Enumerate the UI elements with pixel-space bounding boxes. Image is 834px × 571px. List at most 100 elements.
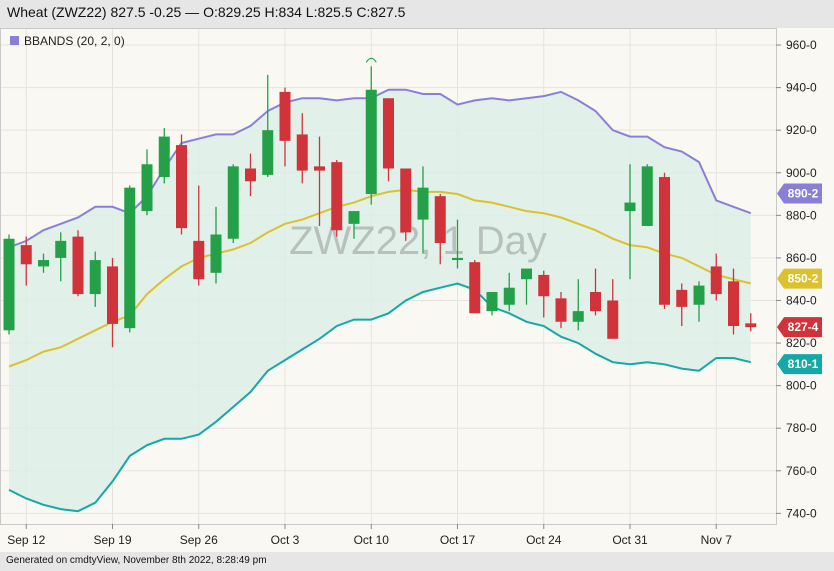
candle-body (572, 311, 584, 322)
chart-title: Wheat (ZWZ22) 827.5 -0.25 — O:829.25 H:8… (7, 4, 406, 20)
price-label-text: 850-2 (788, 272, 819, 286)
candle (486, 291, 498, 316)
candle (141, 149, 153, 216)
candle (417, 166, 429, 254)
indicator-legend[interactable]: BBANDS (20, 2, 0) (10, 34, 125, 48)
x-tick-label: Oct 24 (526, 533, 562, 547)
candle (434, 194, 446, 265)
candle (262, 74, 274, 178)
candle-body (745, 323, 757, 328)
candle-body (158, 136, 170, 178)
y-tick-label: 880-0 (786, 208, 817, 222)
candle-body (89, 260, 101, 295)
price-label-tag (777, 183, 822, 204)
candle (452, 219, 463, 269)
high-marker-icon (365, 57, 377, 63)
y-axis[interactable]: 740-0 760-0 780-0 800-0 820-0 840-0 860-0 880-0… (776, 38, 817, 520)
candle (383, 98, 394, 182)
candle-body (107, 266, 118, 324)
candle-body (728, 281, 739, 327)
candle-body (555, 298, 567, 322)
candle-body (193, 240, 205, 280)
candle (3, 234, 15, 335)
candle (72, 230, 84, 297)
candle-body (262, 130, 274, 175)
candle (607, 279, 619, 339)
candles (3, 66, 757, 348)
price-label: 810-1 (777, 354, 822, 375)
candle (710, 253, 722, 301)
candle-body (624, 202, 636, 212)
y-tick-label: 960-0 (786, 38, 817, 52)
candle-body (641, 166, 653, 226)
candle-body (452, 257, 463, 261)
candle (314, 136, 325, 226)
price-label-text: 890-2 (788, 187, 819, 201)
candle (124, 185, 136, 333)
x-tick-label: Sep 26 (180, 533, 218, 547)
candle-body (141, 164, 153, 212)
candle (210, 206, 222, 284)
price-label: 850-2 (777, 268, 822, 289)
candle-body (607, 300, 619, 339)
candle-body (279, 91, 291, 141)
candle (55, 232, 67, 282)
candle (659, 172, 670, 309)
x-tick-label: Sep 12 (7, 533, 45, 547)
x-tick-label: Oct 10 (354, 533, 390, 547)
y-tick-label: 920-0 (786, 123, 817, 137)
candle-body (710, 266, 722, 295)
series-line-lower (8, 282, 752, 513)
candle-body (55, 240, 67, 258)
candle (400, 168, 412, 241)
x-tick-label: Nov 7 (701, 533, 733, 547)
candle (20, 236, 32, 286)
x-tick-label: Oct 31 (612, 533, 648, 547)
candle-body (503, 287, 515, 305)
candle (572, 279, 584, 331)
x-axis[interactable]: Sep 12 Sep 19 Sep 26 Oct 3 Oct 10 Oct 17 Oct 2… (7, 524, 732, 547)
candle-body (72, 236, 84, 295)
y-tick-label: 760-0 (786, 464, 817, 478)
candle (348, 211, 360, 239)
y-tick-label: 900-0 (786, 166, 817, 180)
plot-border (0, 28, 777, 525)
candle-body (417, 187, 429, 220)
candle-body (348, 211, 360, 224)
candle-body (469, 262, 481, 314)
candle-body (38, 260, 49, 267)
price-labels: 890-2 850-2 827-4 810-1 (777, 183, 822, 375)
legend-swatch-icon (10, 36, 19, 45)
candle (745, 313, 757, 332)
candle-body (365, 89, 377, 195)
chart-watermark: ZWZ22, 1 Day (289, 219, 547, 263)
y-tick-label: 780-0 (786, 421, 817, 435)
candle-body (20, 245, 32, 265)
candle (365, 66, 377, 205)
candle-body (124, 187, 136, 329)
candle-body (296, 134, 308, 171)
candle (193, 185, 205, 286)
candle-body (331, 162, 343, 231)
price-label-tag (777, 317, 822, 338)
candle (38, 253, 49, 273)
candle (158, 128, 170, 184)
xaxis-background (0, 524, 776, 552)
price-label: 827-4 (777, 317, 822, 338)
candle (245, 153, 256, 197)
candle (590, 268, 601, 316)
axis-background (776, 28, 834, 552)
candle (227, 164, 239, 244)
candle-body (693, 285, 705, 305)
chart-frame[interactable]: ZWZ22, 1 Day 740-0 760-0 780-0 800-0 820-0 84… (0, 28, 834, 552)
candle (503, 272, 515, 312)
candle (728, 268, 739, 335)
y-tick-label: 860-0 (786, 251, 817, 265)
price-label: 890-2 (777, 183, 822, 204)
price-label-text: 827-4 (788, 320, 819, 334)
candlestick-chart[interactable]: ZWZ22, 1 Day 740-0 760-0 780-0 800-0 820-0 84… (0, 28, 834, 552)
candle-body (227, 166, 239, 239)
footer-credit: Generated on cmdtyView, November 8th 202… (6, 555, 267, 566)
candle-body (245, 168, 256, 182)
price-label-tag (777, 268, 822, 289)
